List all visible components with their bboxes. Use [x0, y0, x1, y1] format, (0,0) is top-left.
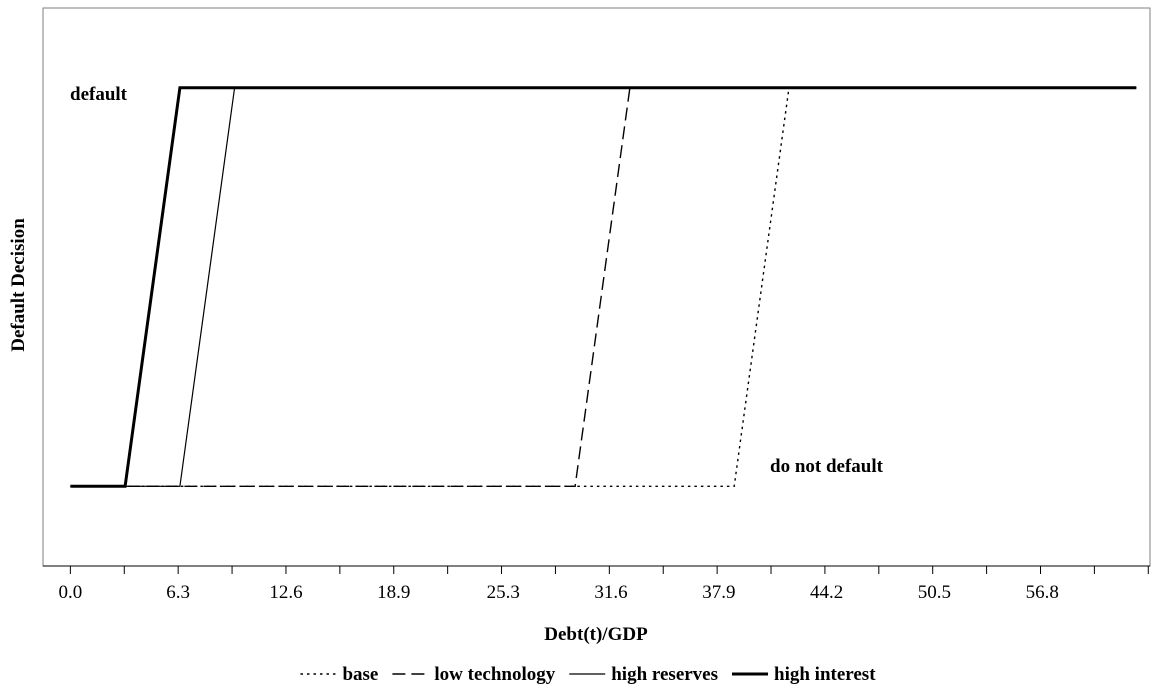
legend-label-base: base — [342, 664, 378, 685]
legend-item-high-reserves: high reserves — [569, 664, 718, 685]
plot-area-border — [42, 7, 1151, 567]
x-tick-label: 31.6 — [594, 582, 627, 603]
legend-label-high-reserves: high reserves — [611, 664, 718, 685]
x-tick-label: 0.0 — [59, 582, 83, 603]
series-line-high-interest — [70, 86, 1137, 488]
x-tick-label: 12.6 — [269, 582, 302, 603]
default-level-label: default — [70, 84, 128, 105]
x-axis-tick-labels: 0.0 6.3 12.6 18.9 25.3 31.6 37.9 44.2 50.5 56.8 — [59, 582, 1059, 603]
series-line-base — [70, 86, 1137, 487]
legend-item-low-technology: low technology — [392, 664, 556, 685]
x-tick-label: 6.3 — [166, 582, 190, 603]
x-tick-label: 50.5 — [918, 582, 951, 603]
x-axis-title: Debt(t)/GDP — [544, 624, 648, 645]
x-tick-label: 44.2 — [810, 582, 843, 603]
do-not-default-level-label: do not default — [770, 456, 884, 477]
legend-label-low-technology: low technology — [434, 664, 555, 685]
series-line-high-reserves — [70, 87, 1137, 487]
legend-item-base: base — [300, 664, 378, 685]
x-tick-label: 37.9 — [702, 582, 735, 603]
x-tick-label: 56.8 — [1026, 582, 1059, 603]
series-layer — [70, 86, 1137, 488]
x-tick-label: 18.9 — [377, 582, 410, 603]
legend-label-high-interest: high interest — [774, 664, 876, 685]
series-line-low-technology — [70, 86, 1137, 487]
legend-item-high-interest: high interest — [732, 664, 876, 685]
legend: base low technology high reserves high inte… — [300, 664, 876, 685]
y-axis-title: Default Decision — [8, 218, 29, 352]
x-axis-ticks — [69, 566, 1149, 574]
x-tick-label: 25.3 — [487, 582, 520, 603]
